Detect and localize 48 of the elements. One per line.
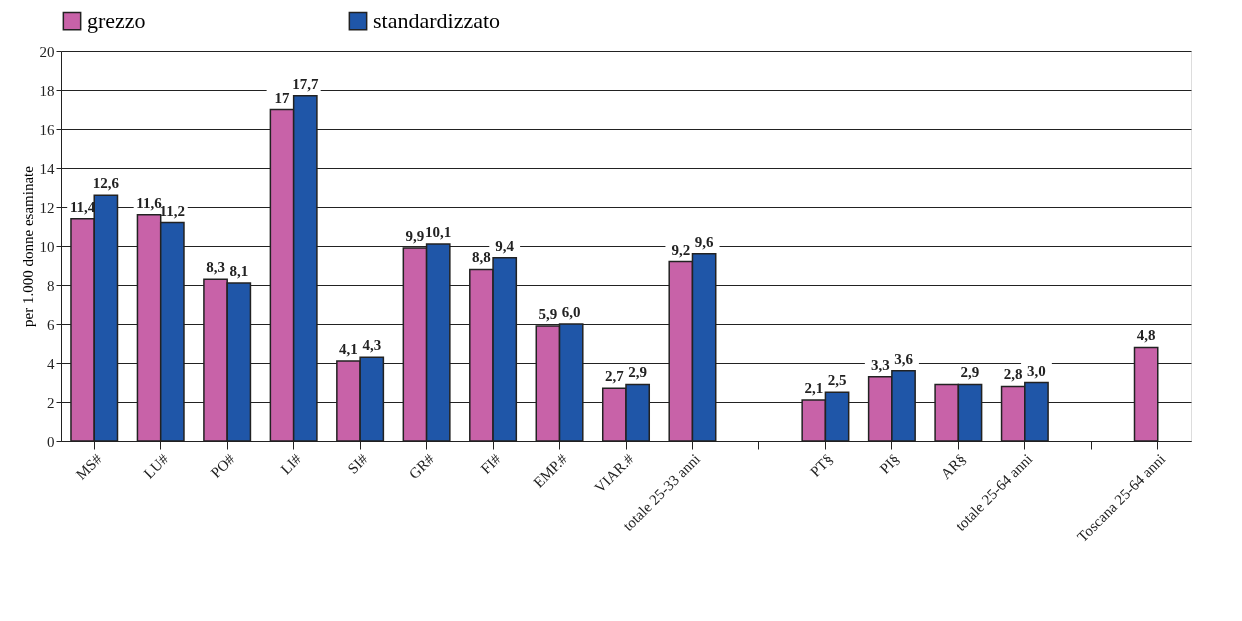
y-tick-label: 0 <box>47 433 55 450</box>
data-label: 3,6 <box>894 350 914 367</box>
data-label: 17,7 <box>292 75 319 92</box>
data-label: 2,7 <box>604 368 625 385</box>
x-tick-label: GR# <box>405 450 438 483</box>
data-label: 10,1 <box>425 224 452 241</box>
data-label: 12,6 <box>92 175 120 192</box>
x-tick-label: FI# <box>477 450 505 477</box>
data-label: 17 <box>274 89 291 106</box>
data-label: 9,4 <box>495 237 515 254</box>
data-label: 8,1 <box>229 263 249 280</box>
data-label: 9,9 <box>405 227 425 244</box>
data-label: 2,5 <box>827 372 847 389</box>
y-tick-label: 2 <box>47 394 55 411</box>
x-tick-label: LI# <box>277 450 305 478</box>
data-label: 3,3 <box>870 356 890 373</box>
y-tick-label: 4 <box>47 355 55 372</box>
legend-label: standardizzato <box>373 8 501 34</box>
y-axis-title: per 1.000 donne esaminate <box>19 165 36 327</box>
x-tick-label: PO# <box>207 450 239 481</box>
data-label: 4,8 <box>1136 327 1156 344</box>
legend-label: grezzo <box>87 8 146 34</box>
y-tick-label: 20 <box>39 43 55 60</box>
data-label: 6,0 <box>561 304 581 320</box>
y-tick-label: 8 <box>47 277 55 294</box>
data-label: 8,3 <box>206 259 225 276</box>
data-label: 2,8 <box>1003 366 1023 383</box>
data-label: 11,4 <box>69 198 96 215</box>
data-label: 2,9 <box>960 364 980 381</box>
x-tick-label: LU# <box>140 450 172 482</box>
y-tick-label: 10 <box>39 238 55 255</box>
x-tick-label: PT§ <box>807 450 837 480</box>
y-tick-label: 14 <box>39 160 55 177</box>
y-tick-label: 18 <box>39 82 55 99</box>
y-tick-label: 6 <box>47 316 55 333</box>
data-label: 9,6 <box>694 233 714 250</box>
data-label: 2,9 <box>628 364 648 381</box>
data-label: 4,1 <box>339 341 358 358</box>
data-label: 2,1 <box>804 380 824 397</box>
y-tick-label: 16 <box>39 121 55 138</box>
x-tick-label: PI§ <box>876 450 903 477</box>
data-label: 5,9 <box>538 305 558 322</box>
data-label: 3,0 <box>1027 362 1046 379</box>
data-label: 8,8 <box>472 249 491 266</box>
y-tick-label: 12 <box>39 199 55 216</box>
data-label: 9,2 <box>671 241 691 258</box>
x-tick-label: SI# <box>344 450 372 477</box>
data-label: 4,3 <box>362 337 382 354</box>
